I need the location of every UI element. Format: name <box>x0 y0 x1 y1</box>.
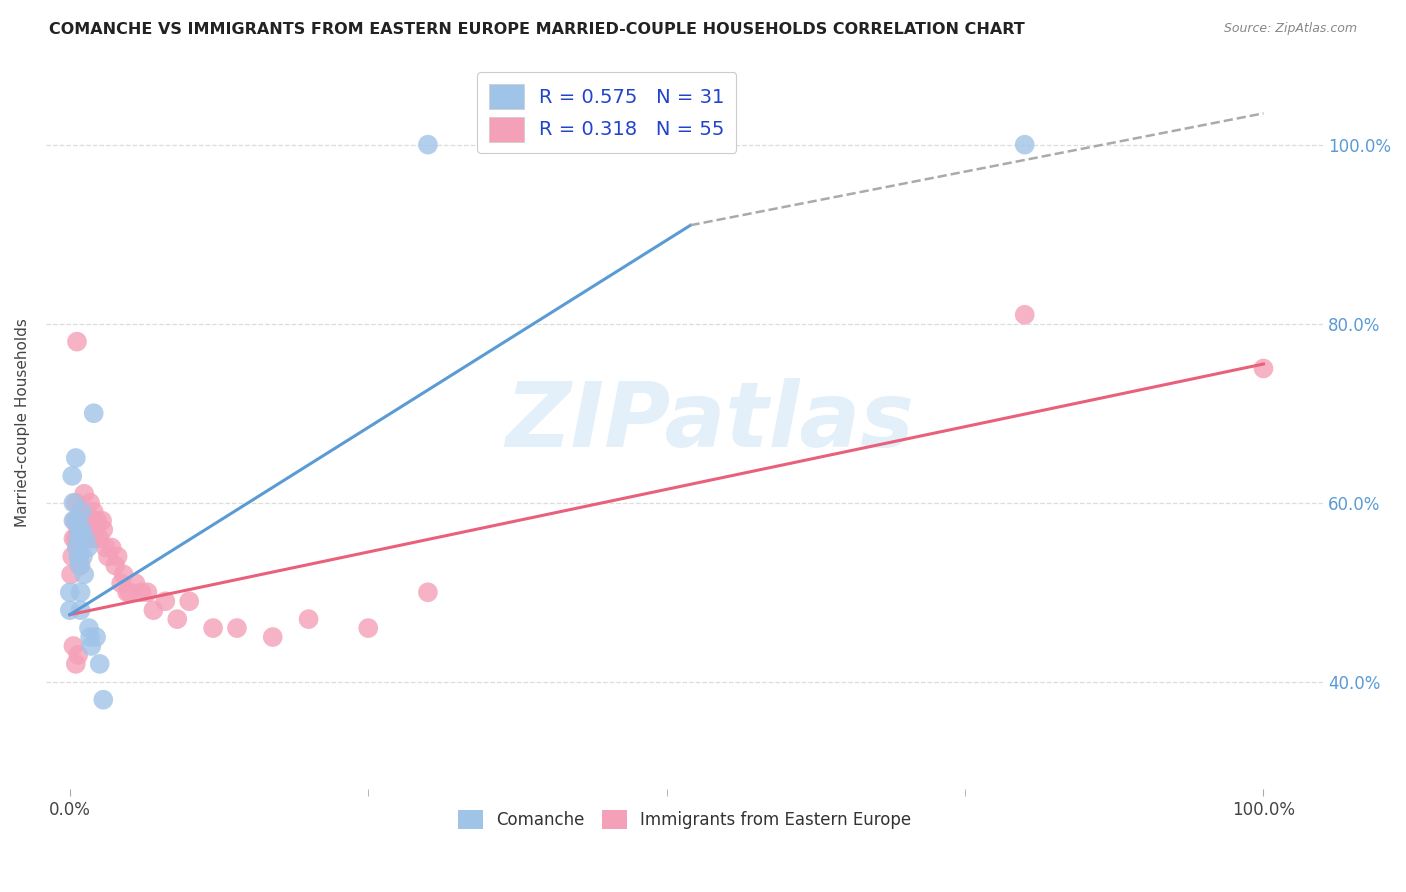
Point <box>89 532 111 546</box>
Point <box>73 487 96 501</box>
Point <box>69 558 91 573</box>
Y-axis label: Married-couple Households: Married-couple Households <box>15 318 30 526</box>
Point <box>416 137 439 152</box>
Point <box>67 532 90 546</box>
Point <box>76 541 98 555</box>
Point <box>107 549 129 564</box>
Point <box>166 612 188 626</box>
Point <box>79 630 101 644</box>
Point <box>62 532 84 546</box>
Point <box>60 567 83 582</box>
Point <box>75 532 97 546</box>
Point <box>67 558 90 573</box>
Point <box>416 585 439 599</box>
Point <box>226 621 249 635</box>
Point <box>84 523 107 537</box>
Point <box>262 630 284 644</box>
Point <box>80 523 103 537</box>
Point <box>110 576 132 591</box>
Point <box>66 541 89 555</box>
Point <box>104 558 127 573</box>
Point <box>94 541 117 555</box>
Point <box>75 532 97 546</box>
Point <box>79 496 101 510</box>
Point <box>66 541 89 555</box>
Point <box>1014 308 1036 322</box>
Point <box>69 585 91 599</box>
Point <box>65 657 87 671</box>
Point <box>77 532 100 546</box>
Point <box>59 603 82 617</box>
Point <box>70 505 93 519</box>
Point <box>67 549 90 564</box>
Point <box>77 621 100 635</box>
Point <box>84 514 107 528</box>
Point <box>89 657 111 671</box>
Point <box>83 406 105 420</box>
Point <box>66 514 89 528</box>
Point <box>66 334 89 349</box>
Point <box>155 594 177 608</box>
Point <box>115 585 138 599</box>
Point <box>62 639 84 653</box>
Point <box>72 523 94 537</box>
Point <box>80 639 103 653</box>
Point <box>416 836 439 850</box>
Point <box>59 585 82 599</box>
Point <box>91 692 114 706</box>
Point <box>100 541 122 555</box>
Point <box>70 523 93 537</box>
Point <box>65 450 87 465</box>
Point <box>67 549 90 564</box>
Point <box>67 648 90 662</box>
Point <box>83 505 105 519</box>
Point <box>131 585 153 599</box>
Point <box>124 576 146 591</box>
Point <box>297 612 319 626</box>
Point <box>91 523 114 537</box>
Point <box>202 621 225 635</box>
Point <box>70 505 93 519</box>
Point <box>82 532 104 546</box>
Point <box>69 603 91 617</box>
Point <box>72 549 94 564</box>
Point <box>60 549 83 564</box>
Text: ZIPatlas: ZIPatlas <box>506 378 914 467</box>
Point <box>76 514 98 528</box>
Point <box>142 603 165 617</box>
Point <box>76 523 98 537</box>
Point <box>67 523 90 537</box>
Point <box>65 496 87 510</box>
Point <box>136 585 159 599</box>
Point <box>91 514 114 528</box>
Point <box>84 630 107 644</box>
Point <box>357 621 380 635</box>
Point <box>60 469 83 483</box>
Point <box>67 523 90 537</box>
Point <box>118 585 141 599</box>
Point <box>62 514 84 528</box>
Point <box>97 549 120 564</box>
Point <box>179 594 201 608</box>
Point <box>112 567 135 582</box>
Point <box>65 532 87 546</box>
Point <box>1253 361 1275 376</box>
Point <box>73 567 96 582</box>
Text: Source: ZipAtlas.com: Source: ZipAtlas.com <box>1223 22 1357 36</box>
Text: COMANCHE VS IMMIGRANTS FROM EASTERN EUROPE MARRIED-COUPLE HOUSEHOLDS CORRELATION: COMANCHE VS IMMIGRANTS FROM EASTERN EURO… <box>49 22 1025 37</box>
Point <box>86 514 108 528</box>
Point <box>63 514 86 528</box>
Legend: Comanche, Immigrants from Eastern Europe: Comanche, Immigrants from Eastern Europe <box>451 804 918 836</box>
Point <box>62 496 84 510</box>
Point <box>1014 137 1036 152</box>
